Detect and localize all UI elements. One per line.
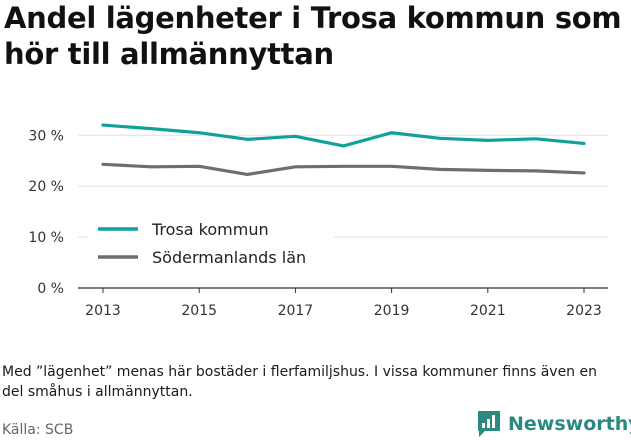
x-tick-label: 2017 [278, 303, 314, 319]
x-tick-label: 2021 [470, 303, 506, 319]
y-tick-label: 0 % [37, 281, 64, 297]
y-tick-label: 10 % [28, 230, 64, 246]
legend-label-1: Södermanlands län [152, 248, 306, 267]
x-tick-label: 2015 [181, 303, 217, 319]
grid-lines [78, 134, 608, 289]
legend-background [88, 214, 334, 272]
chart-title: Andel lägenheter i Trosa kommun som hör … [4, 1, 622, 71]
series-line-1 [101, 162, 586, 177]
brand-logo: Newsworthy [476, 408, 631, 440]
source-label: Källa: SCB [2, 422, 74, 438]
chart-note: Med ”lägenhet” menas här bostäder i fler… [2, 364, 597, 400]
x-tick-label: 2013 [85, 303, 121, 319]
series-lines [101, 123, 586, 177]
series-line-0 [101, 123, 586, 148]
legend: Trosa kommun Södermanlands län [88, 214, 334, 272]
brand-name: Newsworthy [508, 413, 631, 435]
line-chart: 0 % 10 % 20 % 30 % 2013 2015 2017 2019 2021 2023… [28, 123, 608, 319]
y-tick-label: 20 % [28, 179, 64, 195]
x-axis: 2013 2015 2017 2019 2021 2023 [85, 288, 602, 319]
x-tick-label: 2019 [374, 303, 410, 319]
y-tick-label: 30 % [28, 128, 64, 144]
y-axis: 0 % 10 % 20 % 30 % [28, 128, 64, 297]
bar-chart-logo-icon [478, 411, 500, 437]
legend-label-0: Trosa kommun [151, 220, 269, 239]
x-tick-label: 2023 [566, 303, 602, 319]
